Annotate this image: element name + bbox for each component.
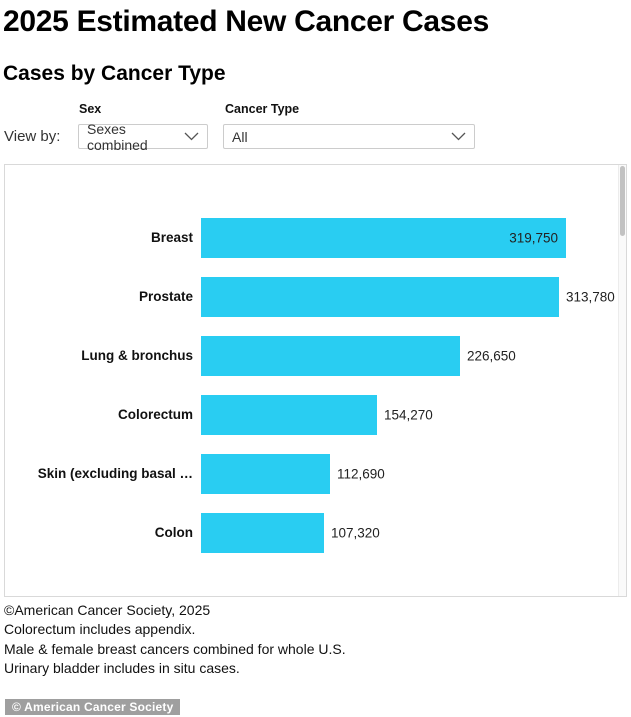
chevron-down-icon xyxy=(184,132,199,141)
cancer-type-select[interactable]: All xyxy=(223,124,475,149)
value-label: 313,780 xyxy=(566,289,615,304)
category-label: Colorectum xyxy=(117,407,193,422)
category-label: Skin (excluding basal … xyxy=(37,466,193,481)
category-label: Colon xyxy=(154,525,193,540)
chevron-down-icon xyxy=(451,132,466,141)
footnote-line: Colorectum includes appendix. xyxy=(4,621,196,638)
bar-track: 112,690 xyxy=(201,453,617,494)
bar-track: 154,270 xyxy=(201,394,617,435)
bar-row: Breast 319,750 xyxy=(5,208,617,267)
bar[interactable] xyxy=(201,394,377,435)
page-title: 2025 Estimated New Cancer Cases xyxy=(3,5,489,38)
category-label: Lung & bronchus xyxy=(81,348,193,363)
bar-row: Colon 107,320 xyxy=(5,503,617,562)
bar[interactable] xyxy=(201,276,559,317)
bar[interactable] xyxy=(201,453,330,494)
sex-filter-label: Sex xyxy=(79,102,102,116)
value-label: 112,690 xyxy=(337,466,385,481)
value-label: 154,270 xyxy=(384,407,433,422)
bar-chart: Breast 319,750 Prostate 313,780 Lung & b… xyxy=(5,208,617,562)
bar-row: Lung & bronchus 226,650 xyxy=(5,326,617,385)
bar-track: 107,320 xyxy=(201,512,617,553)
value-label: 319,750 xyxy=(509,230,558,245)
chart-panel: Breast 319,750 Prostate 313,780 Lung & b… xyxy=(4,164,627,597)
bar-row: Prostate 313,780 xyxy=(5,267,617,326)
value-label: 107,320 xyxy=(331,525,380,540)
footnote-line: ©American Cancer Society, 2025 xyxy=(4,602,211,618)
bar-row: Skin (excluding basal … 112,690 xyxy=(5,444,617,503)
bar[interactable] xyxy=(201,512,324,553)
bar-track: 319,750 xyxy=(201,217,617,258)
bar[interactable] xyxy=(201,335,460,376)
bar[interactable] xyxy=(201,217,566,258)
bar-track: 226,650 xyxy=(201,335,617,376)
copyright-badge: © American Cancer Society xyxy=(5,699,181,715)
footnote-line: Urinary bladder includes in situ cases. xyxy=(4,659,240,676)
scrollbar-thumb[interactable] xyxy=(620,166,625,236)
footnotes: ©American Cancer Society, 2025 Colorectum… xyxy=(4,601,346,678)
footnote-line: Male & female breast cancers combined fo… xyxy=(4,640,346,657)
cancer-type-filter-label: Cancer Type xyxy=(225,102,300,116)
category-label: Breast xyxy=(150,230,193,245)
sex-select-value: Sexes combined xyxy=(87,120,148,153)
value-label: 226,650 xyxy=(467,348,516,363)
chart-title: Cases by Cancer Type xyxy=(3,62,226,85)
cancer-type-select-value: All xyxy=(232,128,248,145)
bar-track: 313,780 xyxy=(201,276,617,317)
chart-scrollbar[interactable] xyxy=(618,165,626,596)
sex-select[interactable]: Sexes combined xyxy=(78,121,208,153)
view-by-label: View by: xyxy=(4,128,61,145)
category-label: Prostate xyxy=(138,289,193,304)
bar-row: Colorectum 154,270 xyxy=(5,385,617,444)
